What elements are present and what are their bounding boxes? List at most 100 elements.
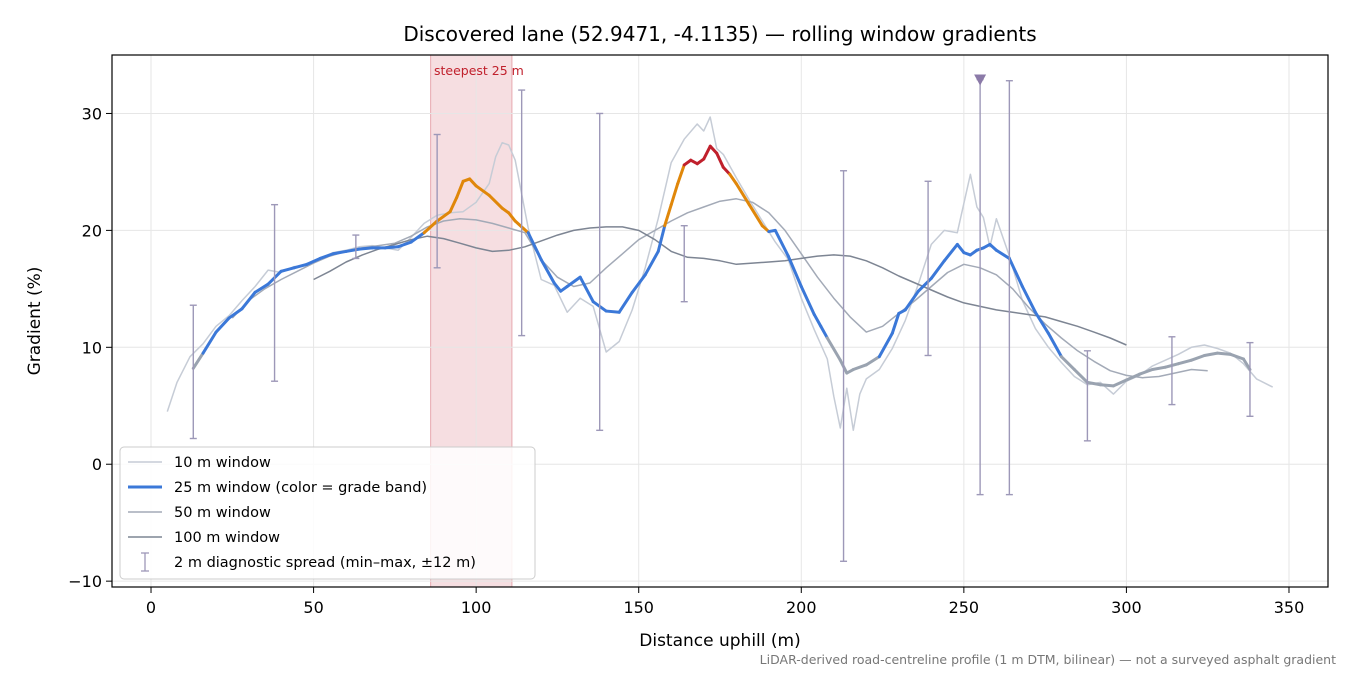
series-25m-segment xyxy=(676,163,686,186)
error-bar xyxy=(1246,341,1254,417)
series-25m-segment xyxy=(728,172,738,186)
series-25m-segment xyxy=(474,184,491,197)
legend-label-10m: 10 m window xyxy=(174,455,271,471)
x-tick-label: 250 xyxy=(949,598,980,617)
x-tick-label: 350 xyxy=(1274,598,1305,617)
series-10m-window xyxy=(166,116,1274,432)
x-tick-label: 200 xyxy=(786,598,817,617)
series-25m-segment xyxy=(1033,310,1050,335)
legend-swatch-errorbar xyxy=(141,552,149,572)
error-bar xyxy=(1083,350,1091,442)
series-25m-segment xyxy=(799,285,816,317)
series-25m-segment xyxy=(305,256,322,266)
series-25m-segment xyxy=(526,231,543,262)
series-25m-segment xyxy=(357,246,374,251)
series-25m-segment xyxy=(630,273,647,294)
series-25m-segment xyxy=(1137,368,1154,376)
series-layer xyxy=(166,116,1274,432)
series-25m-segment xyxy=(201,330,218,355)
series-25m-segment xyxy=(396,240,413,249)
series-25m-segment xyxy=(643,249,660,277)
error-bar xyxy=(518,89,526,337)
x-tick-label: 100 xyxy=(461,598,492,617)
series-25m-segment xyxy=(1202,351,1219,357)
series-25m-segment xyxy=(890,311,901,335)
series-25m-segment xyxy=(344,247,361,253)
series-25m-segment xyxy=(656,224,667,253)
series-25m-segment xyxy=(773,228,790,258)
series-25m-segment xyxy=(864,355,881,367)
series-25m-segment xyxy=(539,258,556,285)
series-25m-segment xyxy=(468,177,478,188)
x-axis-label: Distance uphill (m) xyxy=(639,631,800,651)
series-25m-window xyxy=(191,144,1252,388)
error-bar xyxy=(1168,336,1176,406)
series-25m-segment xyxy=(1111,378,1128,388)
chart-title: Discovered lane (52.9471, -4.1135) — rol… xyxy=(403,22,1036,46)
series-25m-segment xyxy=(435,210,452,223)
series-25m-segment xyxy=(812,313,823,328)
series-25m-segment xyxy=(604,309,621,314)
series-25m-segment xyxy=(702,144,712,161)
series-25m-segment xyxy=(422,219,439,235)
error-bar xyxy=(271,203,279,382)
series-25m-segment xyxy=(903,289,920,312)
x-tick-label: 300 xyxy=(1111,598,1142,617)
error-bar xyxy=(189,304,197,440)
series-25m-segment xyxy=(1228,352,1245,361)
series-25m-segment xyxy=(617,290,634,314)
series-25m-segment xyxy=(877,331,894,359)
error-bar xyxy=(352,234,360,260)
series-25m-segment xyxy=(292,262,309,270)
legend-label-100m: 100 m window xyxy=(174,530,280,546)
error-bar xyxy=(1005,80,1013,496)
series-25m-segment xyxy=(942,242,959,263)
marker-layer xyxy=(974,74,987,86)
series-25m-segment xyxy=(191,351,205,370)
x-tick-label: 150 xyxy=(623,598,654,617)
series-25m-segment xyxy=(1215,351,1232,356)
series-25m-segment xyxy=(663,203,673,228)
error-bar xyxy=(596,112,604,432)
series-25m-segment xyxy=(1098,383,1115,388)
legend-label-errorbar: 2 m diagnostic spread (min–max, ±12 m) xyxy=(174,555,476,571)
series-25m-segment xyxy=(669,182,680,207)
series-25m-segment xyxy=(448,196,459,214)
series-25m-segment xyxy=(1176,358,1193,366)
steepest-annotation: steepest 25 m xyxy=(434,63,524,78)
series-25m-segment xyxy=(507,211,517,223)
y-tick-label: 30 xyxy=(82,104,102,123)
series-25m-segment xyxy=(819,324,829,340)
series-25m-segment xyxy=(487,193,504,210)
series-25m-segment xyxy=(455,179,465,200)
series-25m-segment xyxy=(578,275,595,304)
x-tick-label: 0 xyxy=(146,598,156,617)
series-25m-segment xyxy=(715,151,725,169)
legend: 10 m window 25 m window (color = grade b… xyxy=(119,446,536,580)
series-25m-segment xyxy=(851,363,868,372)
series-25m-segment xyxy=(565,275,582,289)
y-axis-label: Gradient (%) xyxy=(25,267,45,376)
error-bar xyxy=(840,170,848,562)
legend-box xyxy=(119,446,536,580)
series-25m-segment xyxy=(1150,365,1167,372)
legend-label-50m: 50 m window xyxy=(174,505,271,521)
series-25m-segment xyxy=(1046,331,1063,359)
series-25m-segment xyxy=(1059,355,1076,372)
series-25m-segment xyxy=(721,165,732,176)
ticks-layer: 0 50 100 150 200 250 300 350 −10 0 10 20 30 xyxy=(68,104,1304,617)
series-25m-segment xyxy=(214,316,231,334)
series-25m-segment xyxy=(825,336,842,362)
peak-marker xyxy=(974,74,987,86)
series-25m-segment xyxy=(1124,372,1141,382)
series-25m-segment xyxy=(786,254,803,289)
series-25m-segment xyxy=(383,245,400,250)
series-50m-window xyxy=(231,198,1208,379)
series-25m-segment xyxy=(331,249,348,256)
y-tick-label: 0 xyxy=(92,455,102,474)
error-bar xyxy=(924,180,932,357)
series-25m-segment xyxy=(1189,353,1206,362)
series-25m-segment xyxy=(929,259,946,280)
series-25m-segment xyxy=(1007,256,1024,289)
